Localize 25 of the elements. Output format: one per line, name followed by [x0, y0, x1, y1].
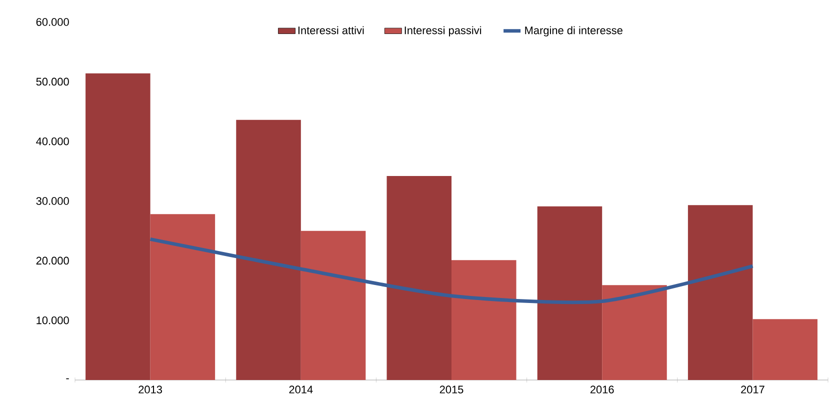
bar — [688, 205, 753, 380]
bar — [236, 120, 301, 380]
y-tick-label: 50.000 — [36, 78, 69, 86]
x-tick-label: 2017 — [741, 386, 764, 394]
legend-label: Margine di interesse — [525, 26, 622, 36]
bar — [752, 319, 818, 380]
y-tick-label: 10.000 — [36, 316, 69, 324]
x-tick-label: 2015 — [440, 386, 464, 394]
bar — [300, 230, 366, 380]
y-tick-label: 20.000 — [36, 256, 69, 265]
x-tick-label: 2013 — [138, 386, 162, 394]
x-tick-label: 2014 — [289, 386, 313, 394]
bar — [602, 285, 667, 380]
bar — [386, 176, 452, 380]
bar — [150, 214, 216, 380]
bar — [452, 260, 516, 380]
legend-label: Interessi passivi — [404, 26, 482, 36]
y-tick-label: 30.000 — [36, 197, 69, 205]
y-tick-label: 40.000 — [36, 137, 69, 146]
legend-label: Interessi attivi — [298, 26, 364, 34]
bar — [86, 73, 150, 380]
y-tick-label: 60.000 — [36, 18, 69, 26]
y-tick-label: - — [66, 378, 69, 380]
x-tick-label: 2016 — [590, 386, 614, 394]
bar — [537, 206, 602, 380]
